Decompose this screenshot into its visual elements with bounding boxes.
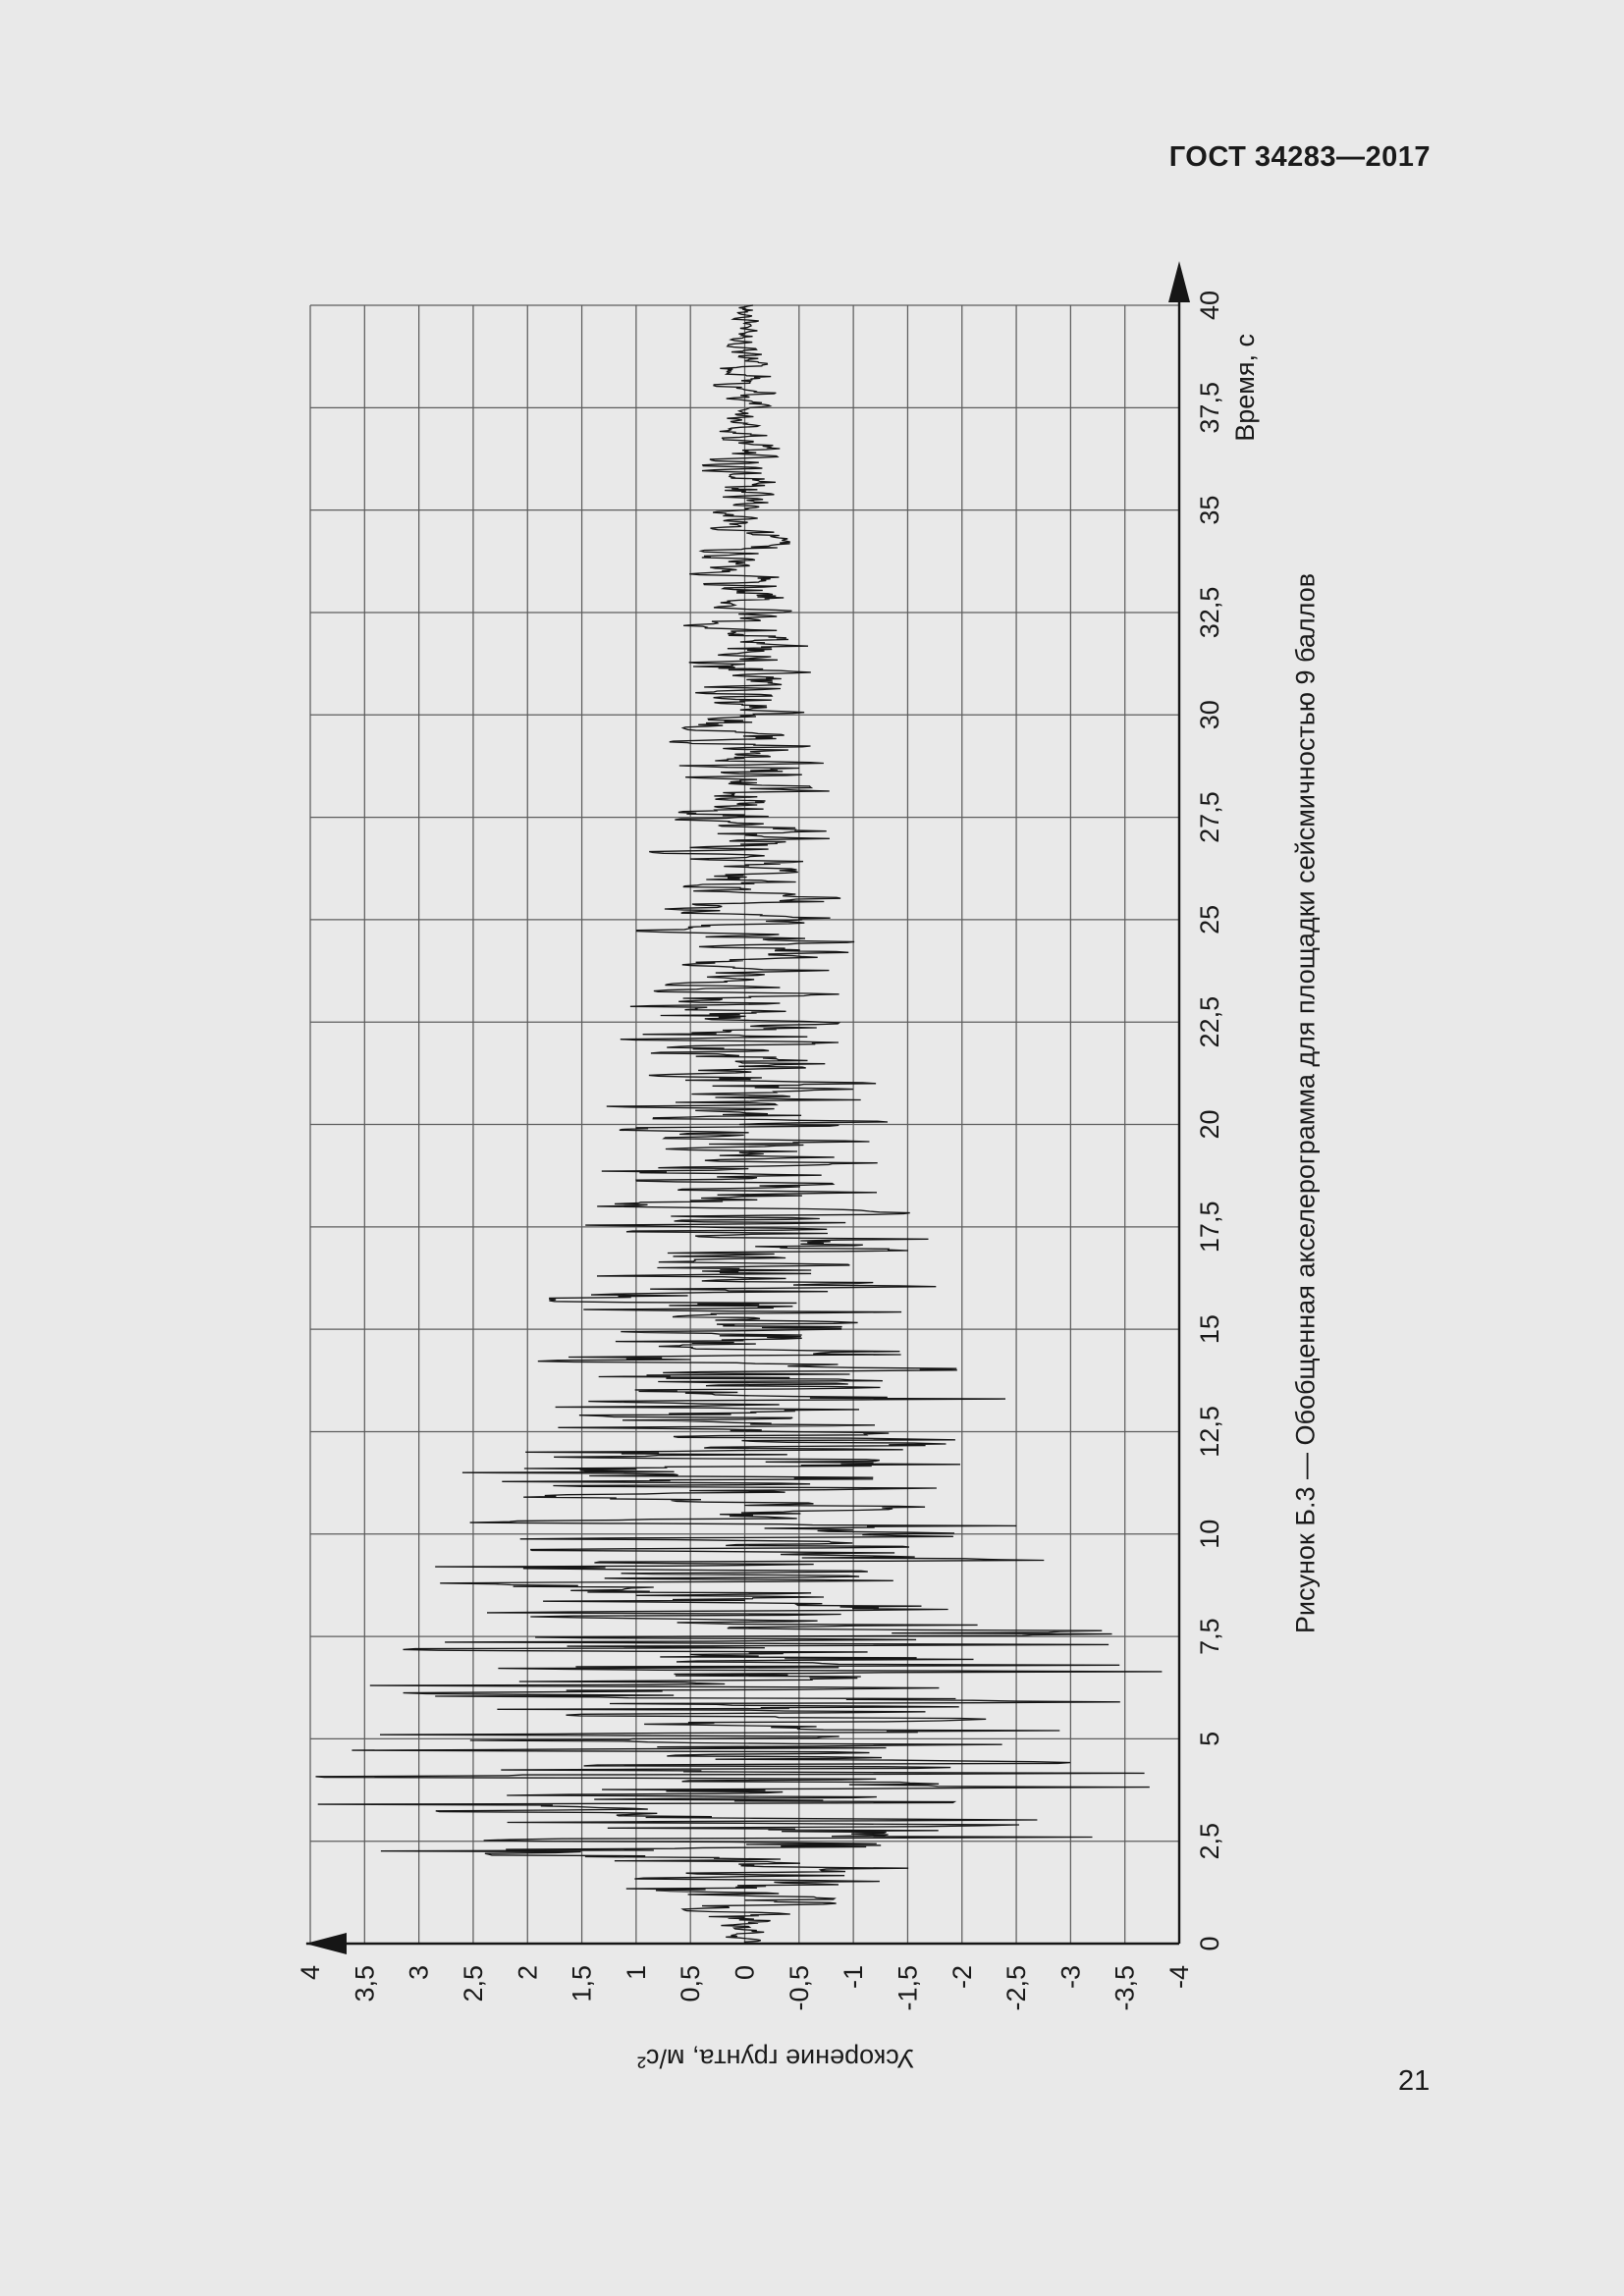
acceleration-tick-label: 0,5 — [676, 1965, 705, 2002]
acceleration-tick-label: 4 — [296, 1965, 325, 1980]
accelerogram-waveform — [315, 304, 1163, 1944]
acceleration-tick-label: 2 — [513, 1965, 542, 1980]
time-tick-label: 27,5 — [1195, 791, 1224, 843]
time-tick-label: 20 — [1195, 1109, 1224, 1139]
acceleration-tick-label: -2,5 — [1001, 1965, 1031, 2011]
time-tick-label: 17,5 — [1195, 1201, 1224, 1254]
acceleration-tick-label: -1 — [839, 1965, 868, 1989]
acceleration-tick-label: -4 — [1164, 1965, 1194, 1989]
acceleration-tick-label: -2 — [947, 1965, 977, 1989]
time-axis-title: Время, с — [1230, 334, 1260, 442]
time-tick-label: 40 — [1195, 291, 1224, 320]
time-tick-label: 25 — [1195, 905, 1224, 934]
time-tick-label: 32,5 — [1195, 587, 1224, 639]
document-code: ГОСТ 34283—2017 — [1168, 141, 1431, 173]
acceleration-tick-label: 1 — [622, 1965, 651, 1980]
acceleration-tick-label: -0,5 — [785, 1965, 814, 2011]
time-tick-label: 35 — [1195, 496, 1224, 525]
time-tick-label: 30 — [1195, 700, 1224, 729]
page-number: 21 — [1398, 2065, 1431, 2097]
time-tick-label: 37,5 — [1195, 382, 1224, 434]
acceleration-tick-label: 3 — [405, 1965, 434, 1980]
acceleration-tick-label: 2,5 — [459, 1965, 488, 2002]
acceleration-tick-label: -1,5 — [893, 1965, 922, 2011]
axis-labels: 4 3,5 3 2,5 2 1,5 1 0,5 0 -0,5 -1 -1,5 -2 -2,5 -3 -3,5-… — [296, 291, 1224, 2011]
acceleration-tick-label: -3,5 — [1110, 1965, 1140, 2011]
time-tick-label: 0 — [1195, 1936, 1224, 1950]
time-axis-arrow-icon — [1168, 261, 1190, 302]
time-tick-label: 22,5 — [1195, 996, 1224, 1048]
acceleration-axis-arrow-icon — [305, 1933, 347, 1954]
figure-caption: Рисунок Б.3 — Обобщенная акселерограмма … — [1290, 572, 1321, 1634]
time-tick-label: 2,5 — [1195, 1823, 1224, 1860]
time-tick-label: 15 — [1195, 1314, 1224, 1344]
time-tick-label: 12,5 — [1195, 1406, 1224, 1458]
time-tick-label: 5 — [1195, 1732, 1224, 1746]
time-tick-label: 7,5 — [1195, 1618, 1224, 1655]
acceleration-tick-label: 3,5 — [350, 1965, 379, 2002]
time-tick-label: 10 — [1195, 1520, 1224, 1549]
acceleration-tick-label: -3 — [1056, 1965, 1085, 1989]
acceleration-tick-label: 1,5 — [568, 1965, 597, 2002]
acceleration-tick-label: 0 — [731, 1965, 760, 1980]
acceleration-axis-title: Ускорение грунта, м/с² — [637, 2044, 914, 2073]
